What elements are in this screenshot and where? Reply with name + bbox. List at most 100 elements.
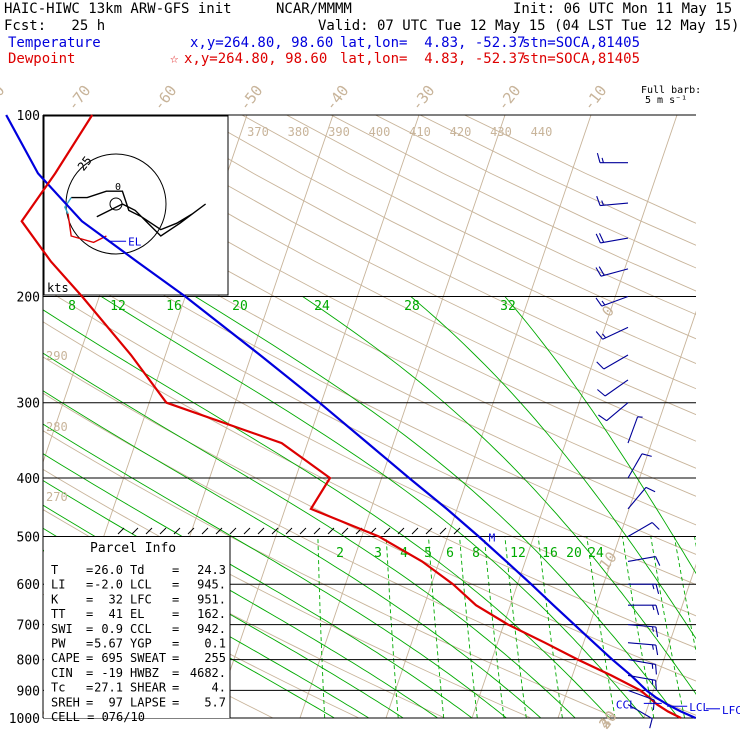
dry-adiabat-line xyxy=(43,221,696,555)
wind-barb-flag xyxy=(601,157,604,163)
mixing-ratio-label-lower: 24 xyxy=(588,546,604,561)
hatch-mark xyxy=(201,527,209,535)
hatch-mark xyxy=(229,527,237,535)
hodograph-traces xyxy=(63,190,207,244)
level-label-m: M xyxy=(489,531,496,544)
parcel-key: SWEAT xyxy=(130,651,166,665)
mixing-ratio-label-upper: 28 xyxy=(404,299,420,314)
parcel-key: Tc xyxy=(51,681,65,695)
parcel-value: 255 xyxy=(204,651,226,665)
theta-side-label: 290 xyxy=(46,349,68,363)
mixing-ratio-line xyxy=(586,536,616,718)
parcel-value: 945. xyxy=(197,578,226,592)
isotherm-line xyxy=(643,563,696,718)
wind-barb xyxy=(595,295,629,307)
theta-label: 370 xyxy=(247,125,269,139)
wind-barb-flag xyxy=(598,266,605,276)
wind-barb xyxy=(596,354,629,370)
dry-adiabat-line xyxy=(108,115,696,416)
mixing-ratio-line xyxy=(537,536,563,718)
hodograph-track xyxy=(71,190,207,237)
parcel-value: 32 xyxy=(109,592,123,606)
wind-barb-flag xyxy=(595,297,603,307)
dry-adiabat-line xyxy=(43,392,696,716)
parcel-cell: CELL = 076/10 xyxy=(51,710,145,724)
dry-adiabat-line xyxy=(63,115,696,442)
parcel-value: 24.3 xyxy=(197,563,226,577)
init-time: Init: 06 UTC Mon 11 May 15 xyxy=(513,1,733,17)
mixing-ratio-label-lower: 8 xyxy=(472,546,480,561)
theta-label: 400 xyxy=(369,125,391,139)
wind-barb-staff xyxy=(627,453,643,479)
parcel-key: LFC xyxy=(130,592,152,606)
wind-barb-flag xyxy=(595,233,601,244)
mixing-ratio-line xyxy=(650,536,686,718)
parcel-key: Td xyxy=(130,563,144,577)
parcel-value: 27.1 xyxy=(94,681,123,695)
parcel-key: LI xyxy=(51,578,65,592)
wind-barb xyxy=(595,266,629,277)
parcel-key: HWBZ xyxy=(130,666,159,680)
dry-adiabat-line xyxy=(43,159,696,497)
isotherm-line xyxy=(557,310,696,718)
hatch-mark xyxy=(299,527,307,535)
parcel-value: 695 xyxy=(101,651,123,665)
wind-barb xyxy=(627,624,659,637)
hatch-mark xyxy=(313,527,321,535)
theta-label: 380 xyxy=(288,125,310,139)
level-label-lcl: LCL xyxy=(689,701,709,714)
theta-label: 390 xyxy=(328,125,350,139)
wind-barb-flag xyxy=(601,300,606,306)
mixing-ratio-label-lower: 4 xyxy=(400,546,408,561)
hatch-mark xyxy=(285,527,293,535)
pressure-tick-label: 500 xyxy=(17,530,40,545)
wind-barb-staff xyxy=(606,402,629,422)
wind-barb-flag xyxy=(651,644,654,650)
dry-adiabat-line xyxy=(43,129,696,469)
wind-barb-staff xyxy=(604,379,629,397)
wind-barb xyxy=(598,402,629,422)
mixing-ratio-line xyxy=(428,536,445,718)
isotherm-label: -40 xyxy=(322,82,353,114)
parcel-value: 41 xyxy=(109,607,123,621)
mixing-ratio-label-lower: 5 xyxy=(424,546,432,561)
parcel-eq: = xyxy=(172,578,179,592)
wind-barb xyxy=(595,233,629,244)
wind-barb xyxy=(595,326,629,340)
wind-barb xyxy=(627,659,657,675)
wind-barb xyxy=(628,583,660,595)
barb-legend-units: 5 m s⁻¹ xyxy=(645,95,688,106)
parcel-key: LCL xyxy=(130,578,152,592)
moist-adiabat-line xyxy=(410,296,696,640)
wind-barb-flag xyxy=(655,626,659,637)
wind-barb xyxy=(596,152,628,164)
level-label-lfc: LFC xyxy=(722,704,740,717)
hatch-mark xyxy=(397,527,405,535)
parcel-eq: = xyxy=(172,695,179,709)
wind-barb-flag xyxy=(655,645,659,656)
parcel-value: 162. xyxy=(197,607,226,621)
moist-adiabat-line xyxy=(504,296,696,575)
wind-barb-staff xyxy=(602,326,629,340)
pressure-tick-label: 400 xyxy=(17,472,40,487)
parcel-value: 4682. xyxy=(190,666,226,680)
parcel-eq: = xyxy=(86,666,93,680)
parcel-value: -19 xyxy=(101,666,123,680)
mixing-ratio-line xyxy=(622,536,655,718)
parcel-key: CCL xyxy=(130,622,152,636)
parcel-key: SHEAR xyxy=(130,681,167,695)
hatch-mark xyxy=(131,527,139,535)
dry-adiabat-line xyxy=(43,189,696,526)
wind-barb-flag xyxy=(655,605,660,615)
parcel-key: CIN xyxy=(51,666,73,680)
parcel-eq: = xyxy=(172,666,179,680)
level-label-ccl: CCL xyxy=(616,698,636,711)
wind-barb xyxy=(627,486,656,510)
theta-label: 440 xyxy=(531,125,553,139)
wind-barb xyxy=(627,556,661,566)
mixing-ratio-label-lower: 6 xyxy=(446,546,454,561)
mixing-ratio-line xyxy=(385,536,399,718)
